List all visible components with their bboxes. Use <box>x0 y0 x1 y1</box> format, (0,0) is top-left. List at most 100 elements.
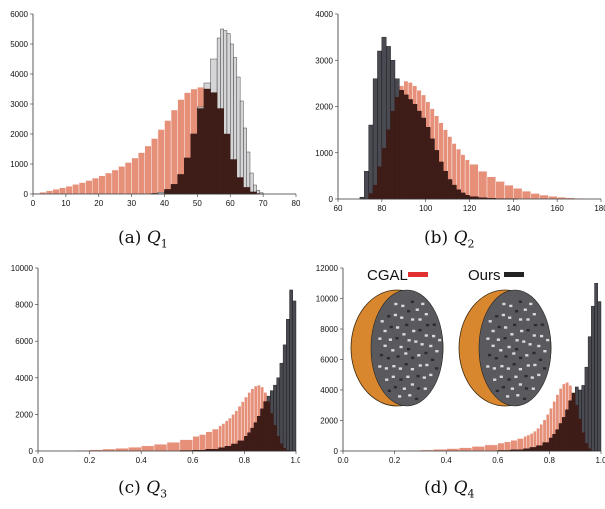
q2-y-tick-label: 2000 <box>315 103 333 112</box>
q3-bar <box>276 436 281 452</box>
q1-y-tick-label: 6000 <box>10 10 28 19</box>
q4-bar <box>575 405 579 452</box>
q3-bar <box>218 425 223 452</box>
q3-bar <box>260 408 264 452</box>
q4-bar <box>568 400 573 452</box>
q4-y-tick-label: 12000 <box>316 264 339 273</box>
q1-bar <box>72 184 80 195</box>
q2-bar <box>425 127 431 200</box>
q2-bar <box>451 184 457 200</box>
q4-y-tick-label: 8000 <box>320 325 338 334</box>
caption-q3: (c) Q3 <box>118 478 167 500</box>
q1-x-tick-label: 80 <box>292 199 300 208</box>
q4-bar <box>571 392 576 452</box>
q2-bar <box>390 110 396 200</box>
q1-x-tick-label: 70 <box>259 199 268 208</box>
q3-y-tick-label: 6000 <box>15 337 33 346</box>
q4-bar <box>510 440 518 452</box>
legend-label-ours: Ours <box>468 267 501 284</box>
q2-bar <box>469 164 479 200</box>
q3-bar <box>244 436 248 452</box>
q1-series-2 <box>164 88 261 195</box>
q3-bar <box>250 427 255 452</box>
q1-y-tick-label: 3000 <box>10 100 28 109</box>
caption-q4-symbol: Q <box>453 478 468 498</box>
q1-bar <box>124 162 132 195</box>
q1-bar <box>85 180 93 195</box>
q1-bar <box>59 187 67 195</box>
q4-bar <box>591 305 595 452</box>
q4-bar <box>536 445 544 452</box>
q4-bar <box>542 442 550 452</box>
q1-bar <box>230 159 238 195</box>
q2-bar <box>364 171 369 200</box>
q1-bar <box>243 127 247 195</box>
q4-bar <box>516 438 524 452</box>
q4-x-tick-label: 0.4 <box>441 456 453 465</box>
q2-bar <box>513 188 523 200</box>
q2-bar <box>504 184 514 200</box>
q1-bar <box>170 184 178 195</box>
q2-bar <box>403 94 409 200</box>
q2-bar <box>368 124 374 200</box>
q3-bar <box>289 289 293 452</box>
q2-bar <box>495 181 505 200</box>
cgal-sphere-illustration <box>350 289 444 407</box>
q4-bar <box>471 446 486 452</box>
q1-bar <box>184 157 191 195</box>
histogram-q2: 60 80 100 120 140 160 180 0 1000 2000 3000 4000 <box>315 10 605 213</box>
caption-q3-prefix: (c) <box>118 478 141 498</box>
q2-bar <box>377 166 383 200</box>
q2-y-tick-label: 1000 <box>315 149 333 158</box>
q3-bar <box>224 446 232 452</box>
q1-x-tick-label: 30 <box>127 199 136 208</box>
q2-y-tick-label: 0 <box>329 195 334 204</box>
q3-bar <box>257 416 261 452</box>
q1-x-tick-label: 10 <box>61 199 70 208</box>
q3-bar <box>253 422 258 452</box>
caption-q3-symbol: Q <box>146 478 161 498</box>
q1-bar <box>236 177 244 195</box>
q2-bar <box>460 154 466 200</box>
q1-bar <box>151 138 159 195</box>
q3-y-tick-label: 0 <box>29 447 34 456</box>
q1-bar <box>118 166 126 195</box>
q4-bar <box>562 417 566 452</box>
q2-bar <box>478 171 488 200</box>
q1-bar <box>170 109 178 195</box>
q3-bar <box>205 431 213 452</box>
q2-bar <box>486 176 496 200</box>
q4-bar <box>581 432 586 452</box>
q4-bar <box>529 447 537 452</box>
q2-x-tick-label: 160 <box>550 204 564 213</box>
q3-x-tick-label: 1.0 <box>290 456 300 465</box>
q2-bar <box>386 129 391 200</box>
q1-x-tick-label: 0 <box>31 199 36 208</box>
q1-bar <box>45 190 53 195</box>
q2-y-tick-label: 4000 <box>315 10 333 19</box>
q1-bar <box>78 182 86 195</box>
q4-x-tick-label: 0.8 <box>544 456 556 465</box>
q3-bar <box>270 413 274 452</box>
q1-bar <box>249 172 254 195</box>
q1-bar <box>65 185 73 195</box>
q1-bar <box>52 188 60 195</box>
q1-bar <box>177 174 185 195</box>
q3-bar <box>266 401 271 452</box>
caption-q1: (a) Q1 <box>118 228 168 250</box>
q1-bar <box>236 76 241 195</box>
q4-bar <box>504 441 511 452</box>
q2-bar <box>442 171 448 200</box>
q2-bar <box>399 90 404 200</box>
q3-y-tick-label: 8000 <box>15 301 33 310</box>
q2-bar <box>464 195 470 200</box>
caption-q3-sub: 3 <box>160 487 168 501</box>
caption-q1-sub: 1 <box>160 237 168 251</box>
q3-bar <box>247 432 252 452</box>
q3-x-tick-label: 0.8 <box>239 456 251 465</box>
caption-q2: (b) Q2 <box>424 228 475 250</box>
q2-y-tick-label: 3000 <box>315 56 333 65</box>
q2-x-tick-label: 60 <box>334 204 343 213</box>
q3-bar <box>279 443 284 452</box>
q2-x-tick-label: 180 <box>594 204 605 213</box>
